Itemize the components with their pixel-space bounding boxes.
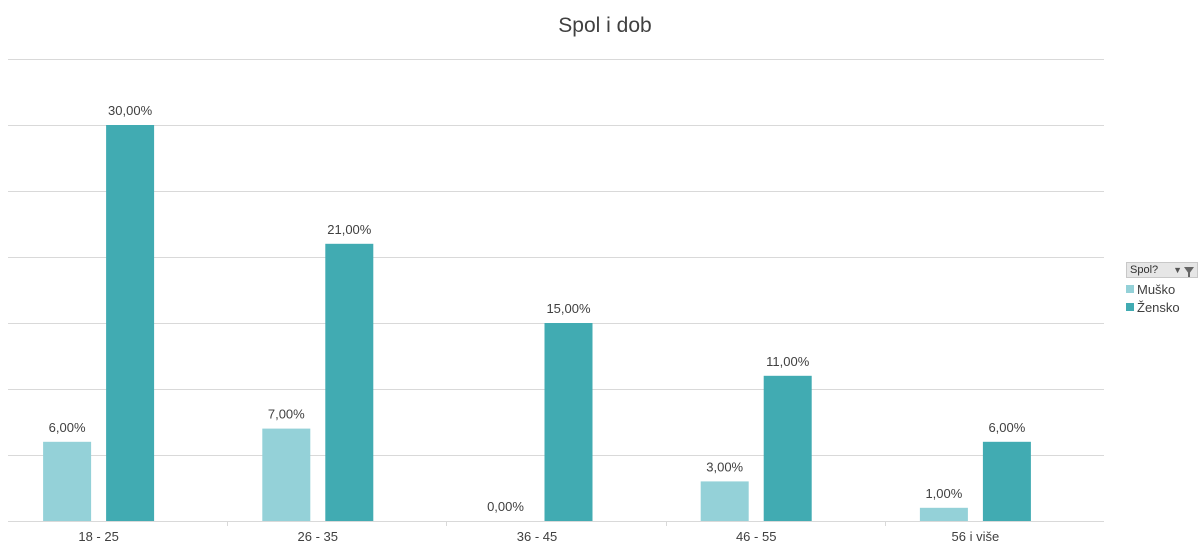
- legend-label-zensko: Žensko: [1137, 299, 1180, 315]
- bar: [982, 441, 1031, 521]
- bar: [700, 481, 749, 521]
- legend-label-musko: Muško: [1137, 281, 1176, 297]
- data-label: 15,00%: [546, 301, 591, 316]
- plot-area: 6,00% 30,00% 7,00% 21,00% 0,00% 15,00% 3,00% 11…: [8, 59, 1104, 544]
- legend-item-musko[interactable]: Muško: [1126, 281, 1200, 297]
- dropdown-arrow-icon: ▼: [1173, 265, 1182, 275]
- bars: [43, 125, 1031, 522]
- funnel-filter-icon: [1184, 266, 1194, 277]
- bar: [544, 323, 593, 521]
- data-label: 3,00%: [706, 459, 743, 474]
- filter-control[interactable]: ▼: [1173, 265, 1194, 277]
- bar: [43, 441, 92, 521]
- bar: [763, 375, 812, 521]
- data-label: 6,00%: [49, 420, 86, 435]
- bar: [919, 507, 968, 521]
- x-tick-label: 46 - 55: [736, 529, 776, 544]
- legend-item-zensko[interactable]: Žensko: [1126, 299, 1200, 315]
- data-label: 6,00%: [988, 420, 1025, 435]
- bar: [106, 125, 155, 521]
- data-label: 11,00%: [766, 354, 810, 369]
- x-axis: 18 - 25 26 - 35 36 - 45 46 - 55 56 i više: [8, 521, 1104, 544]
- legend: Spol? ▼ Muško Žensko: [1126, 262, 1200, 315]
- legend-swatch-zensko: [1126, 303, 1134, 311]
- bar: [325, 243, 374, 522]
- x-tick-label: 26 - 35: [298, 529, 338, 544]
- data-label: 30,00%: [108, 103, 153, 118]
- legend-title: Spol?: [1130, 264, 1159, 276]
- chart-title: Spol i dob: [558, 14, 652, 37]
- data-label: 7,00%: [268, 407, 305, 422]
- legend-filter-button[interactable]: Spol? ▼: [1126, 262, 1198, 278]
- data-label: 1,00%: [925, 486, 962, 501]
- x-tick-label: 36 - 45: [517, 529, 557, 544]
- data-labels: 6,00% 30,00% 7,00% 21,00% 0,00% 15,00% 3,00% 11…: [49, 103, 1026, 514]
- legend-swatch-musko: [1126, 285, 1134, 293]
- data-label: 0,00%: [487, 499, 524, 514]
- x-tick-label: 18 - 25: [78, 529, 118, 544]
- bar: [262, 428, 311, 521]
- x-tick-label: 56 i više: [952, 529, 1000, 544]
- data-label: 21,00%: [327, 222, 372, 237]
